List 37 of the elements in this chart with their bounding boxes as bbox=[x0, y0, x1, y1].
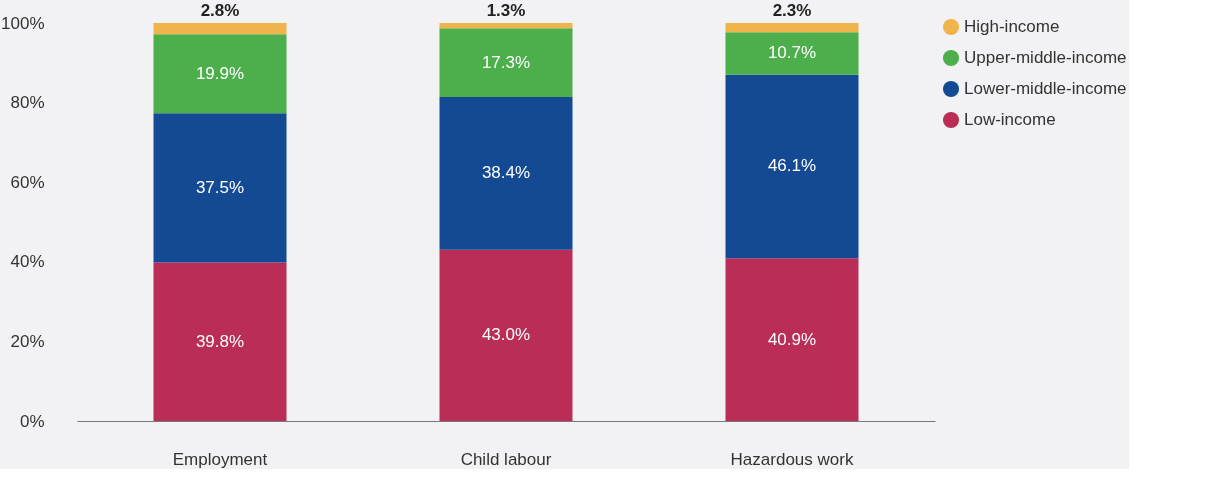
data-label: 43.0% bbox=[481, 325, 531, 345]
y-tick-label: 0% bbox=[19, 411, 45, 431]
y-tick-label: 100% bbox=[1, 13, 45, 33]
bar bbox=[725, 32, 859, 75]
data-label: 39.8% bbox=[195, 331, 245, 351]
bar bbox=[725, 258, 859, 421]
bar bbox=[153, 34, 287, 114]
bar bbox=[153, 262, 287, 421]
legend-label: Lower-middle-income bbox=[964, 79, 1127, 98]
bar bbox=[725, 74, 859, 259]
y-tick-label: 40% bbox=[10, 252, 45, 272]
bar bbox=[439, 97, 573, 250]
data-label: 1.3% bbox=[486, 1, 526, 20]
x-tick-label: Child labour bbox=[460, 449, 552, 469]
bar bbox=[439, 23, 573, 29]
data-label: 2.3% bbox=[772, 1, 812, 20]
bar bbox=[725, 23, 859, 33]
y-tick-label: 60% bbox=[10, 172, 45, 192]
y-tick-label: 80% bbox=[10, 93, 45, 113]
data-label: 40.9% bbox=[767, 329, 817, 349]
legend-label: Low-income bbox=[964, 110, 1056, 129]
y-tick-label: 20% bbox=[10, 331, 45, 351]
data-label: 17.3% bbox=[481, 52, 531, 72]
data-label: 19.9% bbox=[195, 63, 245, 83]
legend-label: Upper-middle-income bbox=[964, 48, 1127, 67]
x-tick-label: Hazardous work bbox=[730, 449, 854, 469]
data-label: 2.8% bbox=[200, 1, 240, 20]
bar bbox=[153, 113, 287, 263]
bar bbox=[153, 23, 287, 35]
data-label: 37.5% bbox=[195, 177, 245, 197]
data-label: 10.7% bbox=[767, 43, 817, 63]
bar bbox=[439, 28, 573, 98]
legend-label: High-income bbox=[964, 17, 1060, 36]
bar bbox=[439, 249, 573, 421]
x-tick-label: Employment bbox=[172, 449, 268, 469]
data-label: 38.4% bbox=[481, 163, 531, 183]
data-label: 46.1% bbox=[767, 156, 817, 176]
